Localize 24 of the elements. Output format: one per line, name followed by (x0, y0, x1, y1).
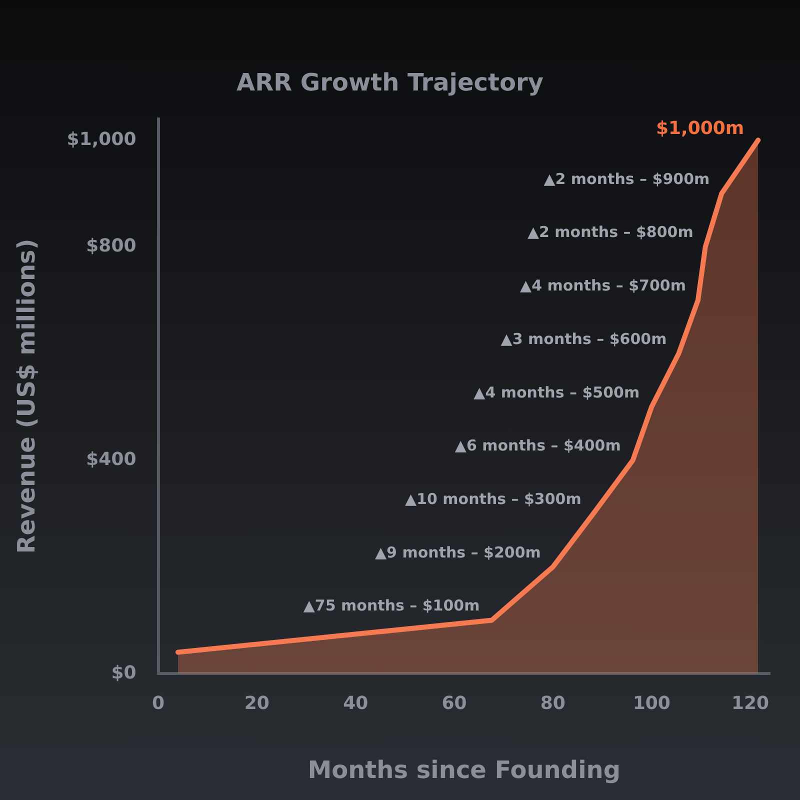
y-axis-title: Revenue (US$ millions) (12, 238, 41, 554)
chart-title: ARR Growth Trajectory (236, 68, 544, 97)
annotation: ▲75 months – $100m (303, 596, 480, 615)
annotation: ▲4 months – $500m (474, 383, 640, 402)
x-tick-label: 80 (540, 693, 566, 714)
x-tick-label: 120 (731, 693, 770, 714)
annotation: ▲3 months – $600m (500, 330, 667, 348)
x-tick-label: 100 (632, 693, 670, 714)
x-axis-title: Months since Founding (308, 756, 621, 784)
annotation: ▲9 months – $200m (375, 543, 541, 562)
x-tick-label: 60 (442, 693, 467, 714)
y-tick-label: $0 (111, 662, 136, 684)
annotation: ▲2 months – $900m (544, 170, 710, 188)
y-tick-label: $800 (86, 236, 136, 257)
annotation: ▲2 months – $800m (527, 223, 694, 242)
annotation: ▲10 months – $300m (405, 490, 582, 508)
x-tick-label: 20 (244, 693, 270, 714)
y-tick-label: $1,000 (66, 128, 136, 150)
annotation: ▲4 months – $700m (520, 276, 686, 295)
x-tick-label: 40 (343, 693, 368, 714)
annotation: ▲6 months – $400m (454, 436, 621, 455)
y-tick-label: $400 (86, 448, 136, 470)
annotation: $1,000m (656, 118, 744, 139)
x-tick-label: 0 (152, 693, 165, 714)
